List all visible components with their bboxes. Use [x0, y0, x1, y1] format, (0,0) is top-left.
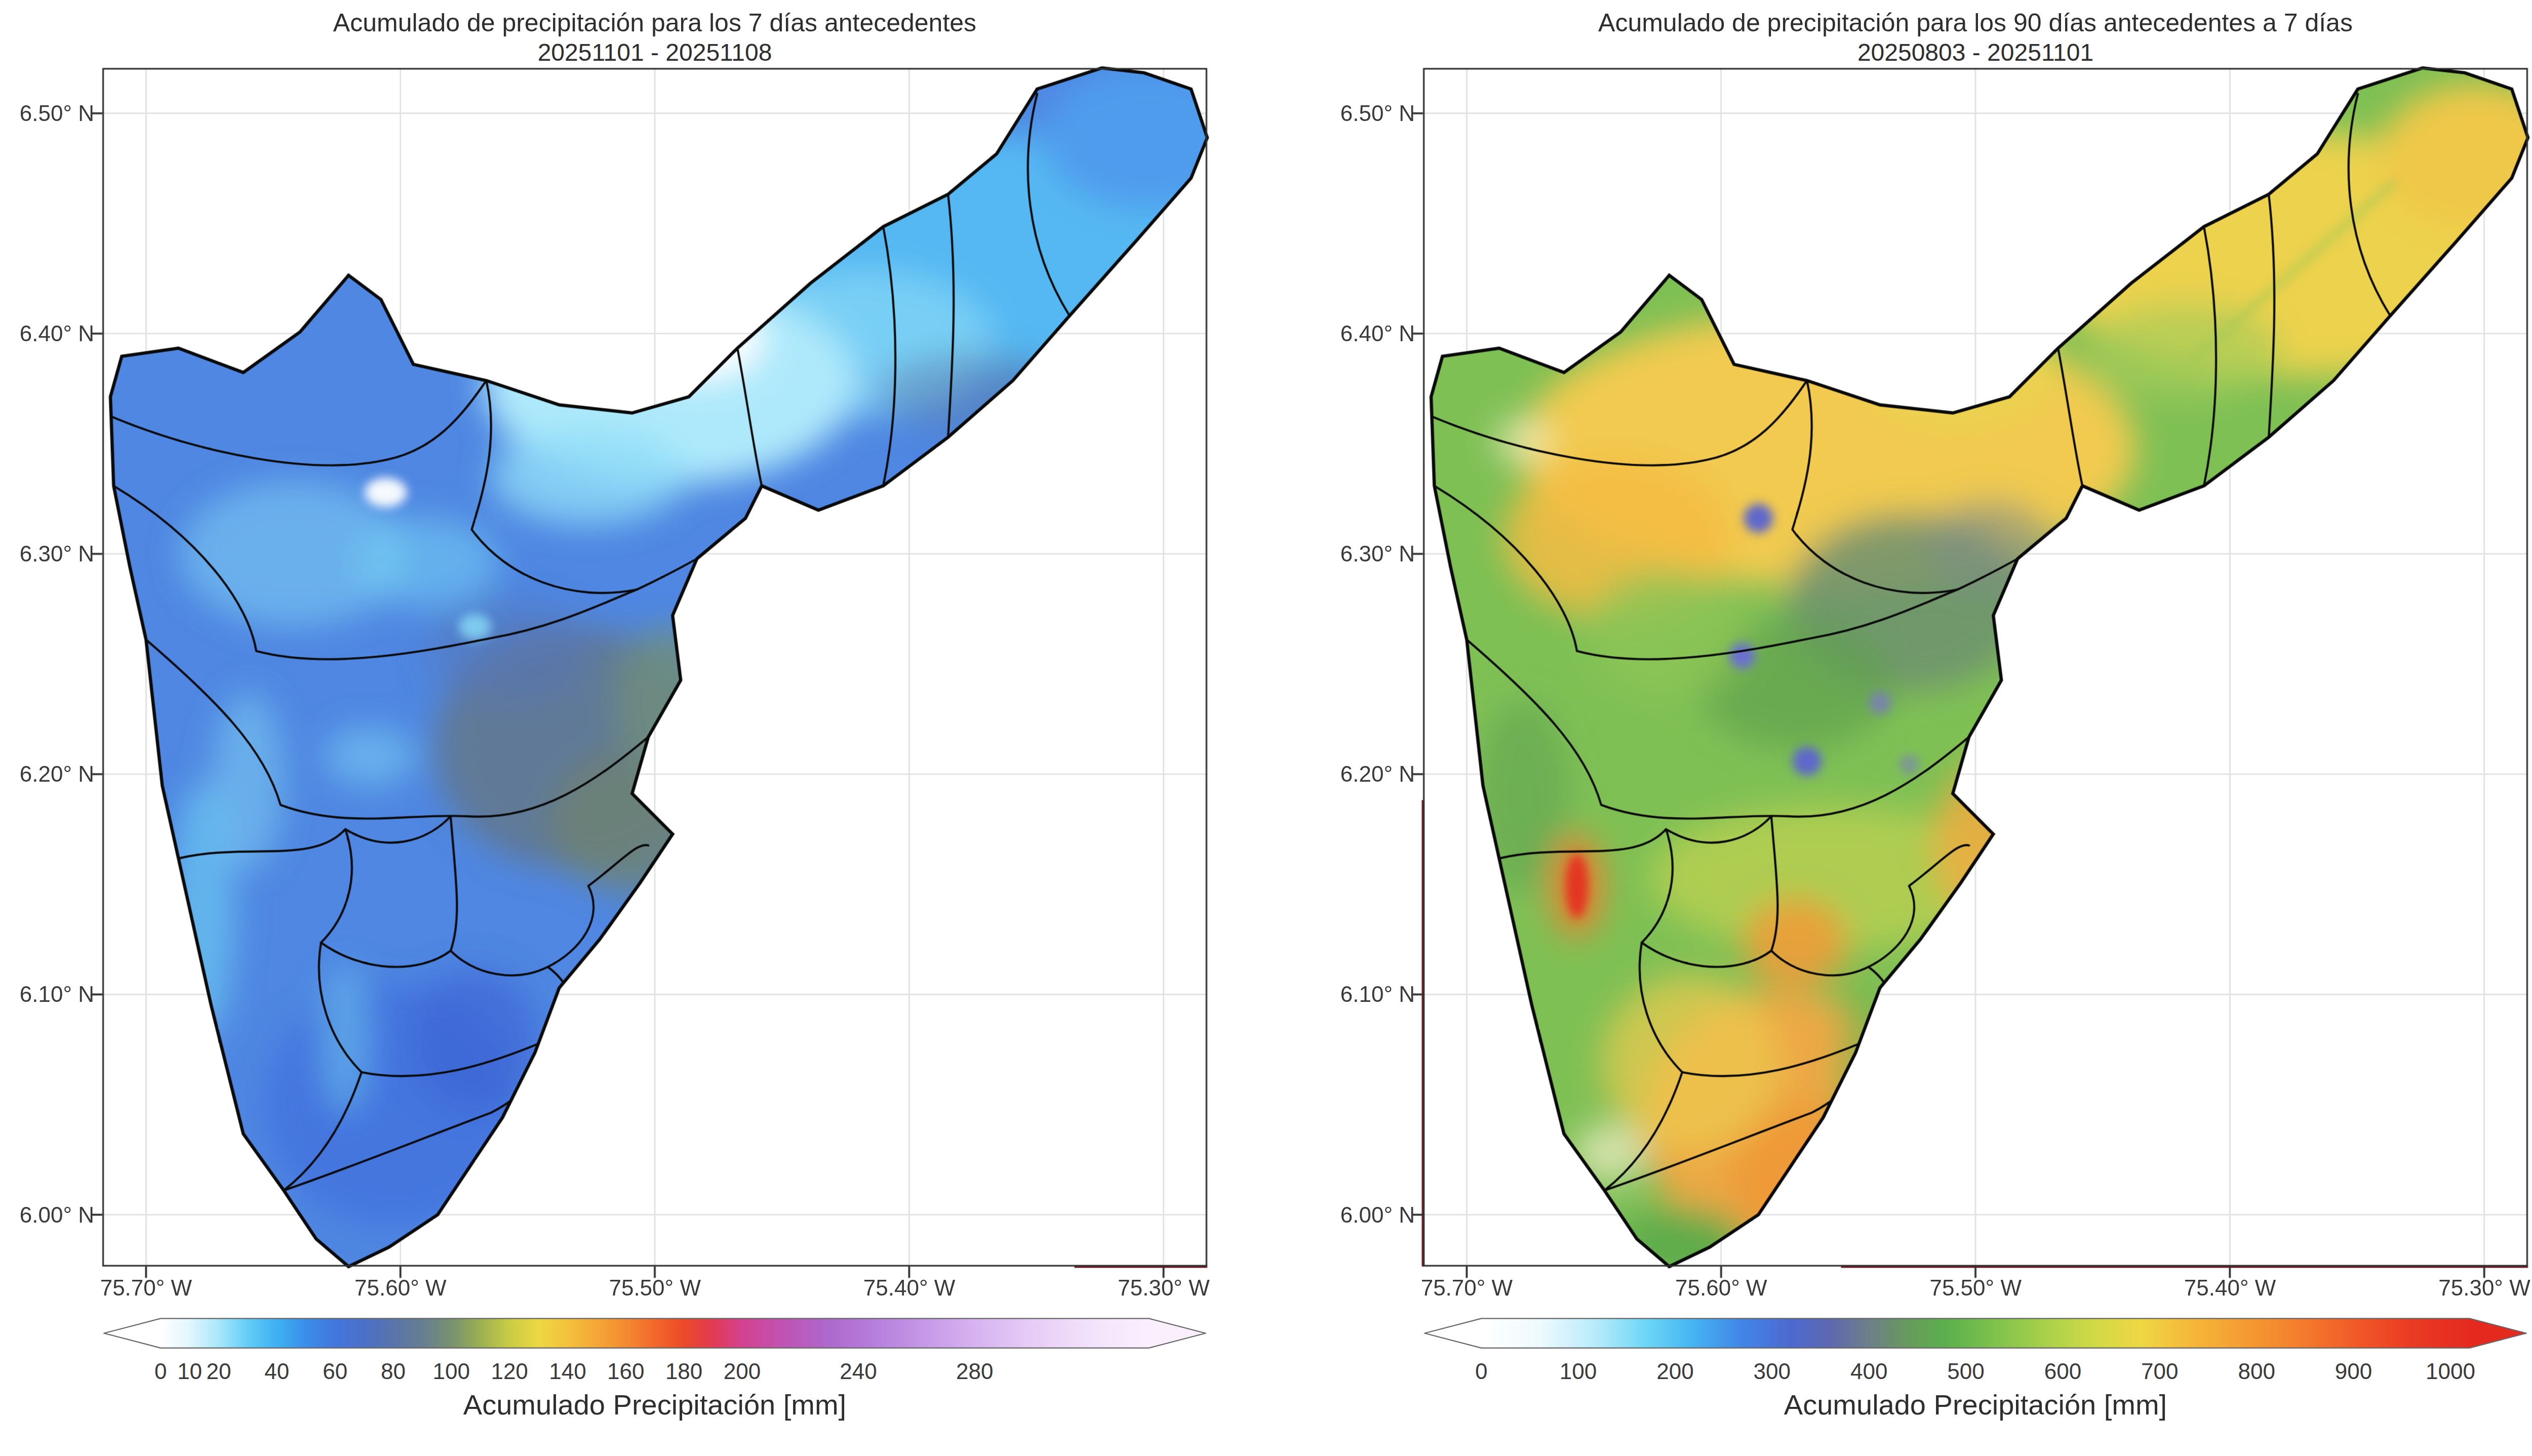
lat-tick-label: 6.10° N — [1314, 981, 1415, 1007]
panel-title-90day: Acumulado de precipitación para los 90 d… — [1423, 8, 2528, 37]
lat-tick-label: 6.20° N — [0, 761, 94, 787]
colorbar-tick-label: 100 — [1543, 1359, 1614, 1384]
colorbar-tick-label: 700 — [2124, 1359, 2195, 1384]
precip-map-7day — [102, 68, 1207, 1267]
lon-tick-label: 75.40° W — [2169, 1275, 2291, 1301]
panel-subtitle-90day: 20250803 - 20251101 — [1423, 38, 2528, 67]
lon-tick-label: 75.50° W — [594, 1275, 716, 1301]
colorbar-tick-label: 400 — [1834, 1359, 1905, 1384]
panel-subtitle-7day: 20251101 - 20251108 — [102, 38, 1207, 67]
figure: Acumulado de precipitación para los 7 dí… — [0, 0, 2532, 1456]
panel-title-7day: Acumulado de precipitación para los 7 dí… — [102, 8, 1207, 37]
lon-tick-label: 75.70° W — [85, 1275, 207, 1301]
colorbar-tick-label: 600 — [2027, 1359, 2098, 1384]
lon-tick-label: 75.50° W — [1915, 1275, 2036, 1301]
lon-tick-label: 75.60° W — [1660, 1275, 1782, 1301]
lat-tick-label: 6.30° N — [1314, 541, 1415, 567]
map-plot-90day — [1423, 68, 2528, 1267]
lon-tick-label: 75.30° W — [2424, 1275, 2532, 1301]
precip-raster-90day — [1423, 68, 2532, 1278]
lat-tick-label: 6.40° N — [0, 320, 94, 347]
colorbar-tick-label: 1000 — [2415, 1359, 2486, 1384]
lon-tick-label: 75.30° W — [1103, 1275, 1224, 1301]
colorbar-tick-label: 280 — [939, 1359, 1010, 1384]
lon-tick-label: 75.60° W — [340, 1275, 461, 1301]
precip-map-90day — [1423, 68, 2528, 1267]
colorbar-label-7day: Acumulado Precipitación [mm] — [102, 1388, 1207, 1422]
colorbar-90day — [1423, 1315, 2528, 1351]
lon-tick-label: 75.40° W — [849, 1275, 970, 1301]
colorbar-label-90day: Acumulado Precipitación [mm] — [1423, 1388, 2528, 1422]
red-maximum-spot — [1566, 854, 1589, 918]
colorbar-tick-label: 800 — [2221, 1359, 2292, 1384]
map-plot-7day — [102, 68, 1207, 1267]
panel-precip-7day: Acumulado de precipitación para los 7 dí… — [0, 0, 1277, 1456]
lat-tick-label: 6.50° N — [0, 100, 94, 127]
lon-tick-label: 75.70° W — [1406, 1275, 1527, 1301]
lat-tick-label: 6.00° N — [1314, 1202, 1415, 1228]
lat-tick-label: 6.10° N — [0, 981, 94, 1007]
colorbar-tick-label: 240 — [823, 1359, 894, 1384]
colorbar-tick-label: 300 — [1736, 1359, 1807, 1384]
lat-tick-label: 6.20° N — [1314, 761, 1415, 787]
colorbar-tick-label: 0 — [1446, 1359, 1517, 1384]
colorbar-7day — [102, 1315, 1207, 1351]
lat-tick-label: 6.50° N — [1314, 100, 1415, 127]
colorbar-tick-label: 200 — [1640, 1359, 1711, 1384]
colorbar-tick-label: 900 — [2318, 1359, 2389, 1384]
lat-tick-label: 6.00° N — [0, 1202, 94, 1228]
panel-precip-90day: Acumulado de precipitación para los 90 d… — [1277, 0, 2532, 1456]
colorbar-tick-label: 200 — [706, 1359, 777, 1384]
colorbar-tick-label: 500 — [1930, 1359, 2001, 1384]
lat-tick-label: 6.30° N — [0, 541, 94, 567]
lat-tick-label: 6.40° N — [1314, 320, 1415, 347]
